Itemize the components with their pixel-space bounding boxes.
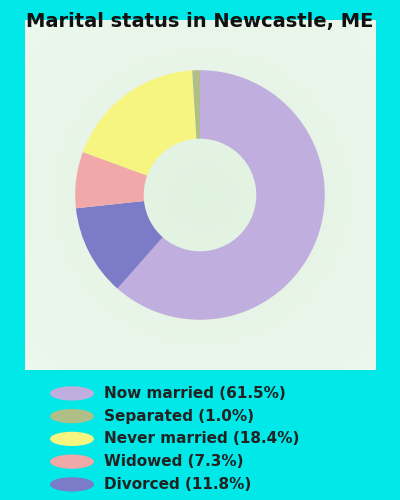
Circle shape [50,386,94,400]
Wedge shape [118,70,325,320]
Wedge shape [192,70,200,139]
Wedge shape [75,152,147,208]
Text: Divorced (11.8%): Divorced (11.8%) [104,477,251,492]
Circle shape [50,409,94,424]
Text: Now married (61.5%): Now married (61.5%) [104,386,286,401]
Text: Widowed (7.3%): Widowed (7.3%) [104,454,244,469]
Wedge shape [76,201,163,288]
Text: Separated (1.0%): Separated (1.0%) [104,408,254,424]
Circle shape [50,454,94,469]
Text: Never married (18.4%): Never married (18.4%) [104,432,299,446]
Wedge shape [83,70,196,176]
Circle shape [50,432,94,446]
Circle shape [50,477,94,492]
Text: Marital status in Newcastle, ME: Marital status in Newcastle, ME [26,12,374,32]
